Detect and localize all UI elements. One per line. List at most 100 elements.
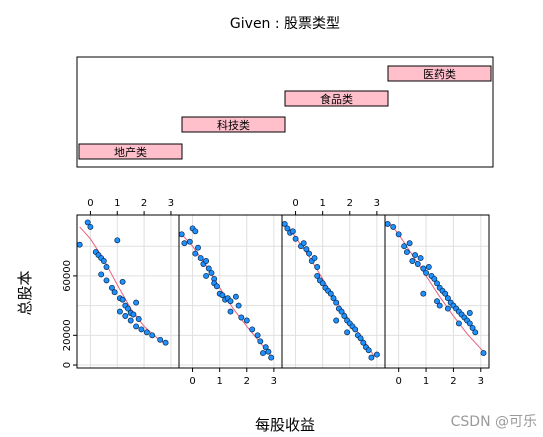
point-1-6 bbox=[192, 250, 199, 257]
point-1-32 bbox=[260, 350, 266, 357]
point-3-10 bbox=[420, 265, 427, 272]
point-3-8 bbox=[414, 261, 421, 267]
point-2-33 bbox=[373, 351, 380, 358]
point-0-30 bbox=[162, 339, 169, 346]
x-tick-label-3-2: 2 bbox=[450, 376, 456, 387]
shingle-bar-2 bbox=[284, 90, 389, 107]
point-2-29 bbox=[360, 339, 367, 346]
point-3-5 bbox=[406, 240, 413, 247]
point-0-25 bbox=[133, 323, 140, 330]
point-0-8 bbox=[98, 271, 105, 278]
point-2-32 bbox=[368, 354, 375, 361]
point-1-29 bbox=[262, 344, 269, 351]
point-2-26 bbox=[352, 326, 359, 333]
watermark: CSDN @可乐 bbox=[450, 414, 537, 430]
point-0-27 bbox=[143, 329, 150, 336]
point-0-15 bbox=[119, 296, 126, 303]
point-2-3 bbox=[289, 228, 296, 235]
shingle-bar-3 bbox=[387, 65, 492, 82]
y-tick-label-1: 20000 bbox=[62, 319, 73, 351]
x-tick-label-3-1: 1 bbox=[423, 376, 429, 387]
point-3-34 bbox=[420, 290, 427, 297]
point-1-21 bbox=[232, 293, 239, 300]
point-1-24 bbox=[238, 314, 245, 321]
shingle-label-2: 食品类 bbox=[320, 92, 353, 106]
point-1-30 bbox=[265, 348, 272, 355]
point-1-23 bbox=[227, 308, 234, 315]
point-2-8 bbox=[306, 250, 313, 257]
x-tick-label-1-1: 1 bbox=[216, 376, 222, 387]
point-1-7 bbox=[197, 255, 204, 262]
point-3-31 bbox=[436, 302, 443, 309]
point-0-0 bbox=[76, 241, 83, 248]
point-3-0 bbox=[384, 220, 391, 227]
panel-background-0 bbox=[77, 215, 179, 368]
point-0-18 bbox=[125, 305, 131, 312]
point-3-4 bbox=[403, 249, 410, 256]
point-2-11 bbox=[314, 264, 321, 270]
point-1-27 bbox=[254, 332, 261, 339]
point-3-6 bbox=[409, 258, 416, 264]
axes: 0 1 2 3 0 1 2 3 0 1 2 3 0 1 2 3 0 20000 60000 bbox=[62, 198, 484, 387]
point-1-25 bbox=[243, 317, 250, 324]
point-1-1 bbox=[181, 240, 188, 247]
y-axis-label: 总股本 bbox=[16, 270, 34, 315]
point-0-2 bbox=[87, 223, 94, 230]
shingle-bar-0 bbox=[78, 143, 183, 160]
point-0-24 bbox=[127, 317, 134, 324]
point-1-10 bbox=[205, 265, 212, 272]
point-0-17 bbox=[116, 308, 123, 315]
point-3-29 bbox=[472, 329, 479, 336]
point-0-21 bbox=[130, 311, 137, 318]
point-2-12 bbox=[314, 272, 321, 279]
point-2-19 bbox=[333, 299, 340, 306]
point-3-28 bbox=[469, 324, 476, 331]
point-1-26 bbox=[249, 326, 256, 333]
point-3-1 bbox=[390, 223, 397, 230]
point-1-17 bbox=[219, 292, 226, 299]
point-0-28 bbox=[149, 332, 156, 339]
given-panel: 地产类 科技类 食品类 医药类 bbox=[76, 56, 494, 168]
x-tick-label-2-1: 1 bbox=[319, 198, 325, 209]
point-1-22 bbox=[235, 302, 242, 309]
point-0-10 bbox=[108, 284, 115, 291]
shingle-bar-1 bbox=[181, 116, 286, 133]
panel-1 bbox=[178, 214, 283, 369]
point-2-1 bbox=[284, 225, 291, 232]
panel-background-1 bbox=[179, 215, 282, 368]
point-2-6 bbox=[300, 240, 307, 247]
y-tick-label-2: 60000 bbox=[62, 260, 73, 292]
point-2-18 bbox=[330, 295, 337, 302]
x-tick-label-0-0: 0 bbox=[87, 198, 93, 209]
point-1-20 bbox=[227, 298, 234, 305]
x-tick-label-0-2: 2 bbox=[141, 198, 147, 209]
point-3-11 bbox=[423, 269, 430, 276]
point-2-17 bbox=[327, 290, 334, 297]
x-tick-label-3-3: 3 bbox=[478, 376, 484, 387]
fit-line-0 bbox=[79, 226, 166, 345]
panel-frame-3 bbox=[384, 214, 490, 369]
point-1-9 bbox=[203, 258, 210, 264]
point-2-21 bbox=[338, 308, 345, 315]
x-tick-label-1-3: 3 bbox=[271, 376, 277, 387]
point-0-1 bbox=[84, 219, 91, 226]
shingle-label-3: 医药类 bbox=[423, 67, 456, 81]
fit-line-3 bbox=[387, 220, 484, 353]
panel-background-2 bbox=[282, 215, 385, 368]
point-1-12 bbox=[208, 269, 215, 276]
point-3-3 bbox=[401, 243, 408, 250]
point-1-15 bbox=[213, 283, 220, 290]
x-tick-label-2-2: 2 bbox=[347, 198, 353, 209]
point-2-14 bbox=[319, 280, 326, 287]
point-1-31 bbox=[268, 354, 275, 361]
point-1-11 bbox=[203, 272, 210, 279]
x-tick-label-2-0: 0 bbox=[292, 198, 298, 209]
point-0-29 bbox=[157, 336, 164, 343]
point-2-7 bbox=[303, 246, 310, 253]
point-3-2 bbox=[395, 231, 402, 238]
point-3-9 bbox=[417, 255, 424, 262]
given-title: Given : 股票类型 bbox=[230, 16, 340, 32]
shingle-bars: 地产类 科技类 食品类 医药类 bbox=[78, 65, 492, 160]
point-1-5 bbox=[195, 244, 201, 251]
